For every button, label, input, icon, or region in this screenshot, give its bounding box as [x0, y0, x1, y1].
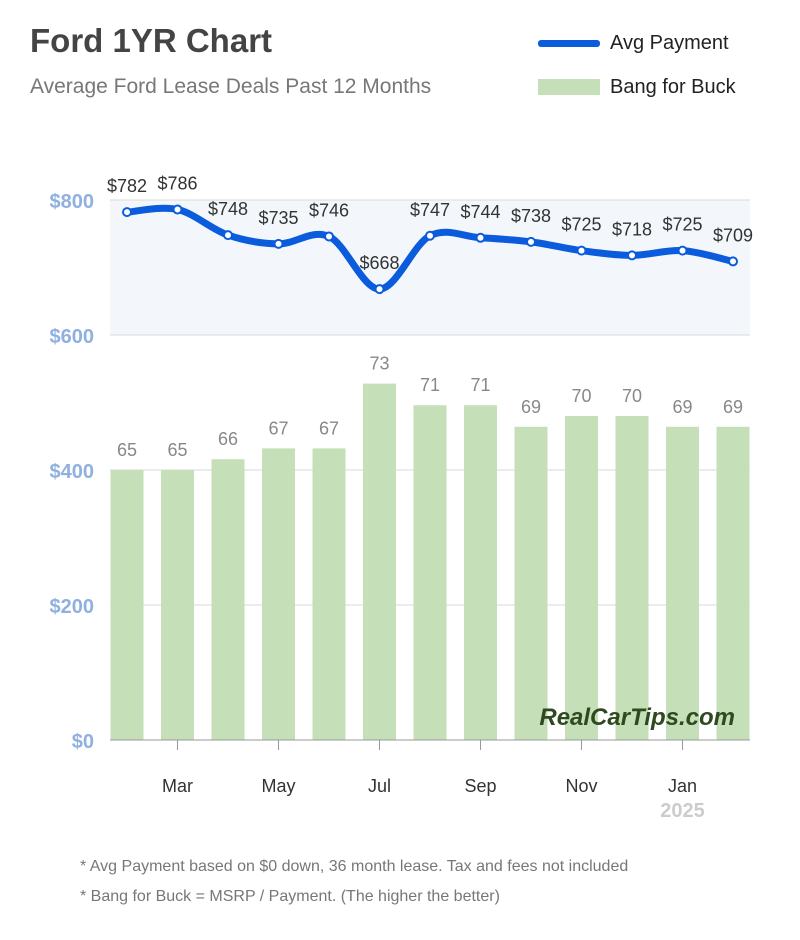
x-tick-label: May — [261, 776, 295, 796]
line-value-label: $786 — [157, 173, 197, 193]
line-value-label: $782 — [107, 176, 147, 196]
legend-bar-swatch — [538, 79, 600, 95]
chart-title: Ford 1YR Chart — [30, 22, 273, 59]
line-point — [526, 236, 536, 247]
bar-value-label: 71 — [420, 375, 440, 395]
bar — [565, 416, 598, 740]
line-point — [273, 238, 284, 249]
bar — [211, 459, 245, 740]
line-point — [677, 245, 688, 256]
bar — [363, 383, 396, 740]
bar — [464, 405, 497, 740]
highlight-band — [110, 200, 750, 335]
x-tick-label: Sep — [464, 776, 496, 796]
line-value-label: $747 — [410, 200, 450, 220]
bar — [312, 448, 346, 740]
bar — [110, 470, 144, 740]
line-point — [425, 230, 435, 241]
line-value-label: $725 — [561, 215, 601, 235]
y-tick-label: $600 — [50, 326, 95, 348]
line-value-label: $738 — [511, 206, 551, 226]
bar-value-label: 73 — [369, 354, 389, 374]
bar — [514, 426, 548, 740]
bar-value-label: 70 — [622, 386, 642, 406]
line-value-label: $725 — [662, 215, 702, 235]
line-value-label: $746 — [309, 200, 349, 220]
x-tick-label: Jan — [668, 776, 697, 796]
chart-subtitle: Average Ford Lease Deals Past 12 Months — [30, 75, 432, 98]
bar — [161, 470, 194, 740]
bar — [615, 416, 649, 740]
bar-value-label: 67 — [268, 418, 288, 438]
y-tick-label: $800 — [50, 191, 95, 213]
line-value-label: $709 — [713, 225, 753, 245]
line-point — [576, 245, 587, 256]
bar-value-label: 67 — [319, 418, 339, 438]
bar — [666, 426, 699, 740]
bar-value-label: 65 — [117, 440, 137, 460]
x-tick-label: Jul — [368, 776, 391, 796]
legend-line-swatch — [538, 39, 600, 47]
bar-value-label: 69 — [521, 397, 541, 417]
line-point — [122, 207, 132, 218]
line-point — [728, 256, 738, 267]
x-year-label: 2025 — [660, 800, 705, 822]
footnote-avg-payment: * Avg Payment based on $0 down, 36 month… — [80, 858, 629, 875]
bar-value-label: 69 — [672, 397, 692, 417]
legend-label-bang-for-buck: Bang for Buck — [610, 75, 736, 98]
bar-value-label: 71 — [470, 375, 490, 395]
x-tick-label: Mar — [162, 776, 193, 796]
footnote-bang-for-buck: * Bang for Buck = MSRP / Payment. (The h… — [80, 888, 500, 905]
legend-label-avg-payment: Avg Payment — [610, 31, 729, 54]
bar — [262, 448, 295, 740]
bar-value-label: 70 — [571, 386, 591, 406]
legend-item-bang-for-buck[interactable]: Bang for Buck — [538, 72, 736, 102]
line-point — [223, 230, 233, 241]
chart-legend: Avg Payment Bang for Buck — [538, 28, 736, 116]
y-tick-label: $400 — [50, 461, 95, 483]
x-tick-label: Nov — [565, 776, 597, 796]
line-value-label: $668 — [359, 253, 399, 273]
legend-item-avg-payment[interactable]: Avg Payment — [538, 28, 736, 58]
line-point — [627, 250, 637, 261]
line-value-label: $744 — [460, 202, 500, 222]
bar-value-label: 66 — [218, 429, 238, 449]
line-value-label: $735 — [258, 208, 298, 228]
line-point — [374, 284, 385, 295]
bar — [716, 426, 750, 740]
y-tick-label: $200 — [50, 596, 95, 618]
line-point — [324, 231, 334, 242]
bar-value-label: 65 — [167, 440, 187, 460]
chart-plot: $0 $200 $400 $600 $800 65 65 66 67 67 73 71 71 69 70 70… — [50, 173, 754, 822]
watermark: RealCarTips.com — [539, 704, 735, 731]
line-value-label: $748 — [208, 199, 248, 219]
bar — [413, 405, 447, 740]
y-tick-label: $0 — [72, 731, 94, 753]
bar-value-label: 69 — [723, 397, 743, 417]
line-point — [172, 204, 183, 215]
line-value-label: $718 — [612, 219, 652, 239]
line-point — [475, 232, 486, 243]
